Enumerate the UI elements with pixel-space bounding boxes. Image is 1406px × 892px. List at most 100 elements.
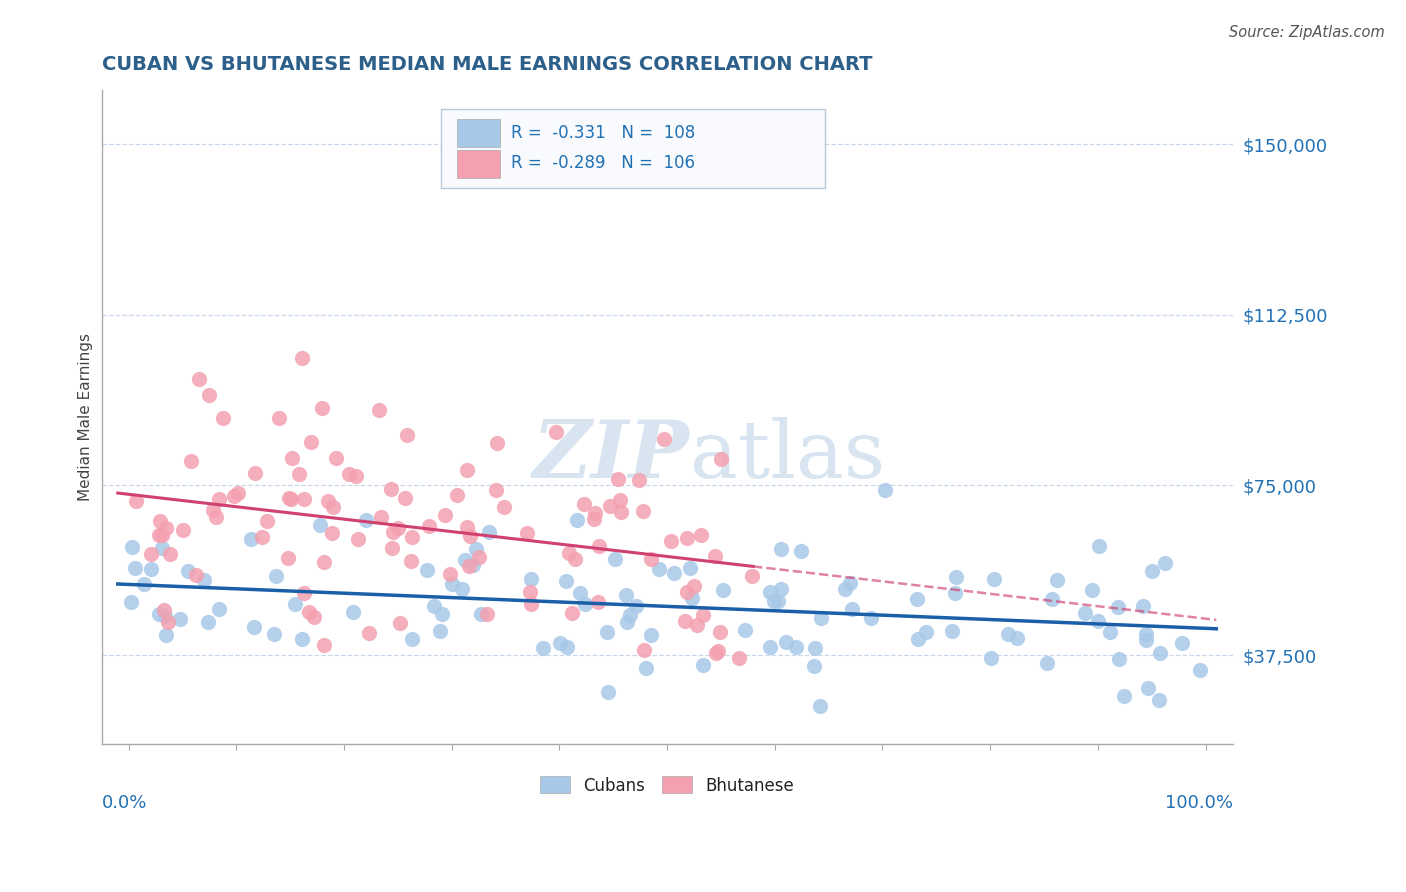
Point xyxy=(197,615,219,630)
Point xyxy=(841,602,863,616)
Point xyxy=(298,605,321,619)
Point xyxy=(1074,607,1097,621)
Point xyxy=(1132,599,1154,613)
Point xyxy=(423,599,446,614)
Point xyxy=(1189,663,1212,677)
Point xyxy=(914,625,936,640)
Point xyxy=(370,510,392,524)
Point xyxy=(640,551,662,566)
Point xyxy=(172,524,194,538)
Point xyxy=(454,553,477,567)
Point xyxy=(394,491,416,506)
Point xyxy=(337,467,360,481)
Point xyxy=(155,521,177,535)
Point xyxy=(790,544,813,558)
Point xyxy=(945,569,967,583)
Point xyxy=(139,547,162,561)
Point xyxy=(292,586,315,600)
Text: R =  -0.331   N =  108: R = -0.331 N = 108 xyxy=(510,124,695,142)
Point xyxy=(288,467,311,482)
Point xyxy=(770,582,793,597)
Point xyxy=(759,640,782,655)
Point xyxy=(222,489,245,503)
Point xyxy=(997,627,1019,641)
Point xyxy=(184,568,207,582)
Point xyxy=(367,403,389,417)
Point xyxy=(1005,631,1028,645)
Point xyxy=(284,598,307,612)
Point xyxy=(659,534,682,549)
Point xyxy=(250,530,273,544)
Point xyxy=(359,626,381,640)
Point xyxy=(134,576,156,591)
Point xyxy=(692,608,714,623)
Point xyxy=(124,561,146,575)
Point xyxy=(565,513,588,527)
Point xyxy=(804,640,827,655)
FancyBboxPatch shape xyxy=(457,151,499,178)
Point xyxy=(1147,692,1170,706)
Point xyxy=(281,451,304,466)
Point xyxy=(432,607,454,621)
Point xyxy=(1137,681,1160,695)
Point xyxy=(177,564,200,578)
Point xyxy=(267,411,290,425)
Point xyxy=(941,624,963,638)
Point xyxy=(125,494,148,508)
Point xyxy=(633,643,655,657)
Point xyxy=(648,562,671,576)
Point xyxy=(492,500,515,515)
Point xyxy=(416,563,439,577)
Point xyxy=(734,623,756,637)
Point xyxy=(429,624,451,639)
Point xyxy=(401,632,423,646)
Point xyxy=(193,573,215,587)
Point xyxy=(704,646,727,660)
Point xyxy=(458,559,481,574)
Text: atlas: atlas xyxy=(690,417,884,495)
Point xyxy=(344,469,367,483)
Point xyxy=(775,635,797,649)
Point xyxy=(321,526,343,541)
Point xyxy=(1149,646,1171,660)
Point xyxy=(208,491,231,506)
Point xyxy=(291,351,314,365)
FancyBboxPatch shape xyxy=(441,109,825,187)
Point xyxy=(703,549,725,563)
Point xyxy=(242,620,264,634)
Point xyxy=(399,553,422,567)
Point xyxy=(461,558,484,572)
Point xyxy=(583,507,606,521)
Text: ZIP: ZIP xyxy=(533,417,690,495)
Point xyxy=(859,611,882,625)
Point xyxy=(682,579,704,593)
Point xyxy=(533,640,555,655)
Point xyxy=(458,529,481,543)
Point xyxy=(980,651,1002,665)
Point xyxy=(208,601,231,615)
Point xyxy=(159,547,181,561)
Point xyxy=(311,401,333,416)
Point xyxy=(741,568,763,582)
Point xyxy=(614,588,637,602)
Point xyxy=(583,512,606,526)
Point xyxy=(1040,591,1063,606)
Point xyxy=(548,636,571,650)
Point xyxy=(150,541,173,556)
Point xyxy=(465,542,488,557)
Point xyxy=(603,551,626,566)
Point xyxy=(278,491,301,505)
Point xyxy=(519,584,541,599)
Point xyxy=(544,425,567,439)
Point xyxy=(169,611,191,625)
Point xyxy=(456,463,478,477)
Point xyxy=(299,435,322,450)
Point xyxy=(149,514,172,528)
Point xyxy=(312,638,335,652)
Point xyxy=(572,496,595,510)
Point xyxy=(302,610,325,624)
Point xyxy=(1140,564,1163,578)
Point xyxy=(401,530,423,544)
Point xyxy=(681,591,703,605)
Point xyxy=(440,577,463,591)
